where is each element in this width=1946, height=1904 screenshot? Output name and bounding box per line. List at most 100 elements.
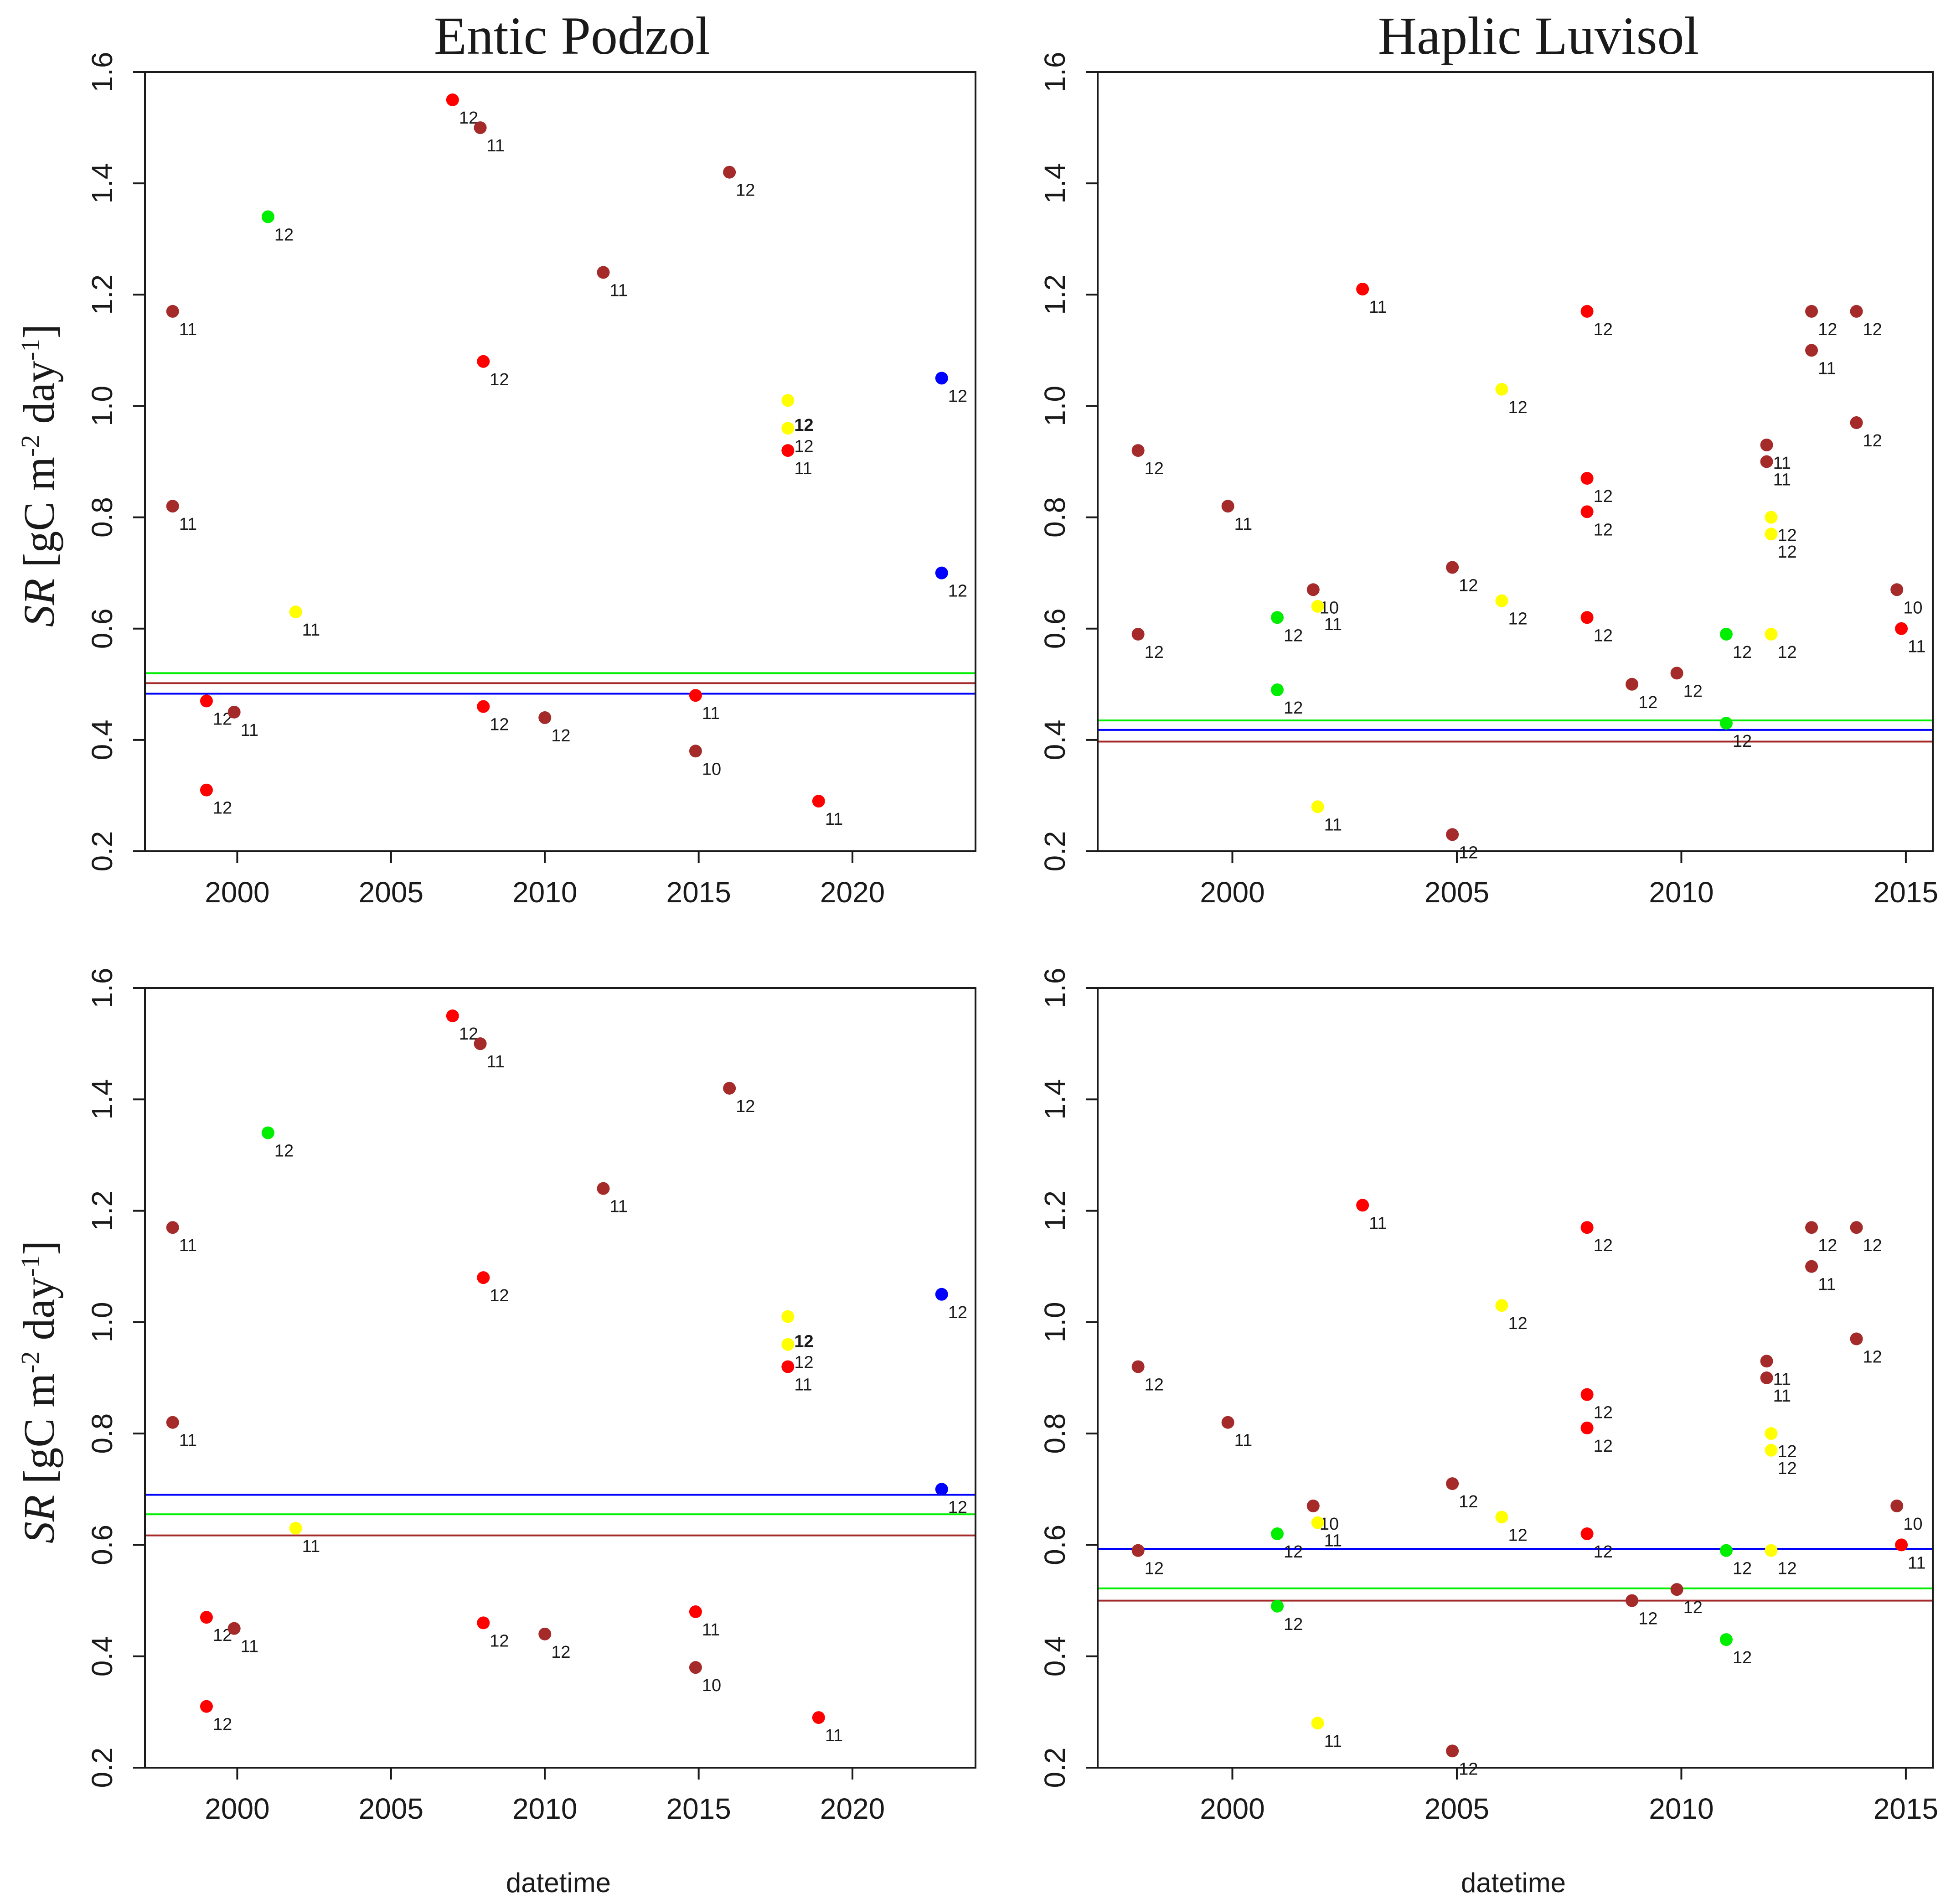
- data-point-brown: [689, 1661, 702, 1674]
- panel-top-right: 0.2 0.4 0.6 0.8 1.0 1.2 1.4 1.6 2000 2005 2010 2015…: [1038, 52, 1938, 909]
- data-point-red: [781, 444, 795, 457]
- data-point-green: [1719, 627, 1733, 641]
- point-label: 12: [1863, 431, 1882, 450]
- y-tick-label: 1.4: [1038, 163, 1071, 204]
- y-axis-label-top: SR [gC m-2 day-1]: [15, 324, 63, 627]
- data-point-brown: [689, 745, 702, 758]
- data-point-green: [1270, 1599, 1284, 1613]
- data-point-yellow: [1765, 528, 1778, 541]
- x-tick-label: 2000: [1200, 876, 1265, 909]
- data-point-red: [689, 1605, 702, 1618]
- data-point-brown: [1446, 1744, 1459, 1758]
- data-point-red: [1580, 1388, 1594, 1401]
- point-label: 11: [1908, 1553, 1925, 1573]
- point-label-bold: 12: [794, 416, 813, 435]
- data-point-green: [261, 1126, 274, 1139]
- point-label: 12: [1777, 1559, 1796, 1578]
- point-label: 12: [1594, 320, 1613, 339]
- data-point-brown: [1805, 305, 1818, 318]
- point-label: 12: [1459, 1759, 1478, 1779]
- x-tick-label: 2015: [1874, 876, 1938, 909]
- point-label: 12: [1594, 626, 1613, 645]
- y-tick-label: 0.2: [1038, 831, 1071, 872]
- point-label: 12: [1145, 1559, 1164, 1578]
- point-label: 12: [1777, 643, 1796, 662]
- point-label: 11: [1773, 454, 1791, 473]
- data-point-brown: [1221, 1416, 1234, 1429]
- data-point-brown: [1670, 1583, 1683, 1596]
- y-tick-label: 1.2: [1038, 274, 1071, 315]
- y-tick-label: 0.2: [1038, 1748, 1071, 1788]
- data-point-red: [1895, 1538, 1908, 1552]
- data-point-red: [200, 1700, 213, 1713]
- data-point-red: [1580, 611, 1594, 624]
- point-label: 12: [1145, 459, 1164, 478]
- data-point-yellow: [1311, 600, 1324, 613]
- data-point-yellow: [1765, 1544, 1778, 1557]
- point-label: 12: [1508, 610, 1527, 629]
- data-point-green: [1270, 1527, 1284, 1540]
- point-label: 11: [825, 1726, 843, 1745]
- y-tick-label: 1.4: [86, 163, 119, 204]
- point-label: 12: [1733, 1648, 1752, 1667]
- point-label: 12: [1508, 398, 1527, 417]
- data-point-red: [1356, 1199, 1369, 1212]
- data-point-red: [689, 689, 702, 702]
- point-label: 11: [609, 1197, 627, 1216]
- y-axis-label-bottom: SR [gC m-2 day-1]: [15, 1241, 63, 1544]
- data-point-yellow: [1311, 800, 1324, 813]
- point-label: 12: [1594, 1437, 1613, 1456]
- y-tick-label: 0.8: [1038, 497, 1071, 538]
- point-label: 12: [490, 370, 509, 389]
- point-label: 11: [702, 704, 720, 723]
- data-point-brown: [597, 1182, 610, 1195]
- y-tick-label: 0.8: [1038, 1413, 1071, 1454]
- data-point-brown: [723, 1081, 736, 1095]
- x-tick-label: 2010: [512, 876, 577, 909]
- y-tick-label: 0.8: [86, 1413, 119, 1454]
- data-point-yellow: [781, 1310, 795, 1323]
- y-tick-label: 1.6: [86, 52, 119, 93]
- y-tick-label: 1.6: [86, 968, 119, 1009]
- data-point-brown: [1850, 1332, 1863, 1345]
- y-tick-label: 1.6: [1038, 968, 1071, 1009]
- y-tick-label: 0.4: [86, 719, 119, 760]
- data-point-brown: [1760, 1371, 1773, 1384]
- x-tick-label: 2010: [1649, 1792, 1714, 1825]
- point-label: 12: [1459, 843, 1478, 862]
- point-label: 12: [948, 387, 967, 406]
- point-label: 12: [1683, 682, 1703, 701]
- data-point-yellow: [1765, 511, 1778, 524]
- data-point-brown: [166, 500, 179, 513]
- point-label: 12: [1508, 1526, 1527, 1545]
- x-tick-label: 2015: [666, 876, 731, 909]
- point-label: 12: [1594, 1236, 1613, 1255]
- y-tick-label: 1.4: [1038, 1079, 1071, 1120]
- data-point-brown: [1890, 1499, 1904, 1512]
- data-point-blue: [935, 1288, 948, 1301]
- data-point-yellow: [1311, 1516, 1324, 1529]
- point-label: 12: [794, 437, 813, 456]
- point-label: 12: [736, 181, 755, 200]
- point-label: 12: [1777, 1442, 1796, 1461]
- point-label: 11: [1818, 359, 1836, 378]
- point-label: 12: [948, 1498, 967, 1517]
- point-label: 12: [1508, 1314, 1527, 1333]
- data-point-brown: [474, 1037, 487, 1050]
- panel-top-left: 0.2 0.4 0.6 0.8 1.0 1.2 1.4 1.6 2000 2005 2010 2015…: [86, 52, 976, 909]
- point-label: 12: [1145, 1376, 1164, 1395]
- y-tick-label: 1.0: [86, 1302, 119, 1342]
- column-title-entic-podzol: Entic Podzol: [434, 6, 710, 66]
- point-label: 12: [551, 726, 570, 745]
- data-point-blue: [935, 372, 948, 385]
- point-label: 12: [1594, 1542, 1613, 1562]
- data-point-yellow: [1495, 594, 1508, 607]
- y-tick-label: 1.2: [86, 1190, 119, 1231]
- data-point-brown: [1760, 438, 1773, 451]
- point-label: 11: [1773, 1370, 1791, 1389]
- x-tick-label: 2020: [820, 876, 885, 909]
- data-point-green: [261, 210, 274, 223]
- point-label: 11: [1773, 1387, 1791, 1406]
- y-tick-label: 1.0: [1038, 386, 1071, 426]
- point-label: 12: [274, 225, 294, 244]
